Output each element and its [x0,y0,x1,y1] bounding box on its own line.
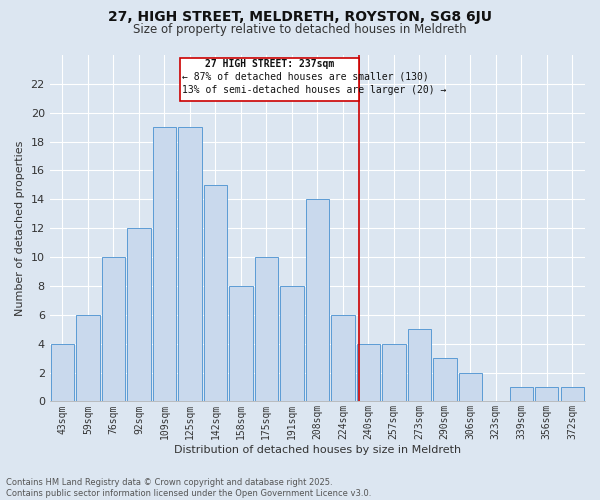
Text: Size of property relative to detached houses in Meldreth: Size of property relative to detached ho… [133,22,467,36]
Bar [229,286,253,402]
Bar [76,315,100,402]
Bar [127,228,151,402]
Text: Contains HM Land Registry data © Crown copyright and database right 2025.
Contai: Contains HM Land Registry data © Crown c… [6,478,371,498]
FancyBboxPatch shape [179,58,359,101]
Bar [50,344,74,402]
Bar [356,344,380,402]
Bar [280,286,304,402]
Bar [101,257,125,402]
Bar [535,387,559,402]
Bar [305,200,329,402]
Text: 27 HIGH STREET: 237sqm: 27 HIGH STREET: 237sqm [205,58,334,68]
Bar [152,127,176,402]
X-axis label: Distribution of detached houses by size in Meldreth: Distribution of detached houses by size … [174,445,461,455]
Bar [382,344,406,402]
Text: 27, HIGH STREET, MELDRETH, ROYSTON, SG8 6JU: 27, HIGH STREET, MELDRETH, ROYSTON, SG8 … [108,10,492,24]
Bar [560,387,584,402]
Bar [433,358,457,402]
Text: 13% of semi-detached houses are larger (20) →: 13% of semi-detached houses are larger (… [182,84,446,94]
Text: ← 87% of detached houses are smaller (130): ← 87% of detached houses are smaller (13… [182,72,428,82]
Bar [407,329,431,402]
Bar [203,185,227,402]
Bar [178,127,202,402]
Bar [509,387,533,402]
Bar [458,372,482,402]
Bar [331,315,355,402]
Bar [254,257,278,402]
Y-axis label: Number of detached properties: Number of detached properties [15,140,25,316]
